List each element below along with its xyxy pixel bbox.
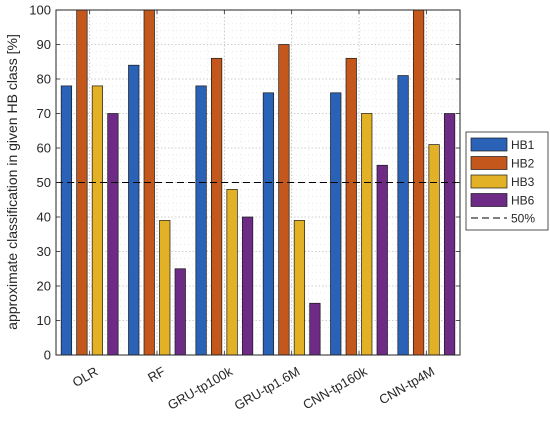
bar-hb3-rf xyxy=(159,220,171,356)
x-tick-label-gru-tp1-6m: GRU-tp1.6M xyxy=(232,364,303,413)
bar-hb1-gru-tp1-6m xyxy=(262,92,275,356)
bar-hb1-rf xyxy=(128,64,140,356)
x-tick-label-cnn-tp160k: CNN-tp160k xyxy=(300,363,370,412)
legend-label-hb6: HB6 xyxy=(511,194,535,208)
bar-hb3-gru-tp100k xyxy=(226,189,238,356)
legend-swatch-hb6 xyxy=(470,193,508,207)
y-tick-label: 90 xyxy=(37,37,51,52)
bar-hb3-cnn-tp4m xyxy=(428,144,440,356)
bar-hb6-gru-tp1-6m xyxy=(309,302,321,356)
y-tick-label: 20 xyxy=(37,279,51,294)
bar-hb3-olr xyxy=(91,85,104,356)
bar-hb2-cnn-tp160k xyxy=(345,57,357,356)
legend-swatch-hb2 xyxy=(470,156,508,170)
bar-hb6-olr xyxy=(107,113,119,356)
bar-hb6-cnn-tp4m xyxy=(443,113,456,356)
y-tick-label: 50 xyxy=(37,175,51,190)
legend-label-hb2: HB2 xyxy=(511,157,535,171)
y-axis-label: approximate classification in given HB c… xyxy=(4,34,20,330)
legend-swatch-hb1 xyxy=(470,137,508,152)
legend-swatch-hb3 xyxy=(470,174,508,189)
x-tick-label-cnn-tp4m: CNN-tp4M xyxy=(376,364,437,408)
bar-hb3-gru-tp1-6m xyxy=(293,220,306,356)
bar-hb2-gru-tp1-6m xyxy=(278,44,290,356)
bar-hb1-cnn-tp160k xyxy=(330,92,342,356)
bar-hb6-rf xyxy=(174,268,186,356)
bar-hb6-cnn-tp160k xyxy=(376,164,388,356)
y-tick-label: 80 xyxy=(37,72,51,87)
y-tick-label: 10 xyxy=(37,313,51,328)
y-tick-label: 70 xyxy=(37,106,51,121)
y-tick-label: 30 xyxy=(37,244,51,259)
y-tick-label: 100 xyxy=(29,3,51,18)
x-tick-label-olr: OLR xyxy=(70,364,101,390)
legend: HB1 HB2 HB3 HB6 50% xyxy=(465,131,549,231)
bars xyxy=(60,9,456,356)
legend-label-hb1: HB1 xyxy=(511,138,535,152)
x-tick-label-gru-tp100k: GRU-tp100k xyxy=(165,363,236,412)
legend-label-hb3: HB3 xyxy=(511,175,535,189)
x-tick-label-rf: RF xyxy=(145,364,168,386)
y-tick-label: 0 xyxy=(44,348,51,363)
legend-label-reference: 50% xyxy=(511,212,535,226)
y-tick-label: 40 xyxy=(37,210,51,225)
bar-hb6-gru-tp100k xyxy=(241,216,254,356)
bar-hb3-cnn-tp160k xyxy=(361,113,373,356)
bar-hb2-gru-tp100k xyxy=(210,57,223,356)
y-tick-label: 60 xyxy=(37,141,51,156)
bar-hb1-gru-tp100k xyxy=(195,85,207,356)
bar-hb1-olr xyxy=(60,85,73,356)
bar-hb1-cnn-tp4m xyxy=(397,75,409,356)
y-axis-ticks: 0 10 20 30 40 50 60 70 80 90 100 xyxy=(29,3,460,363)
